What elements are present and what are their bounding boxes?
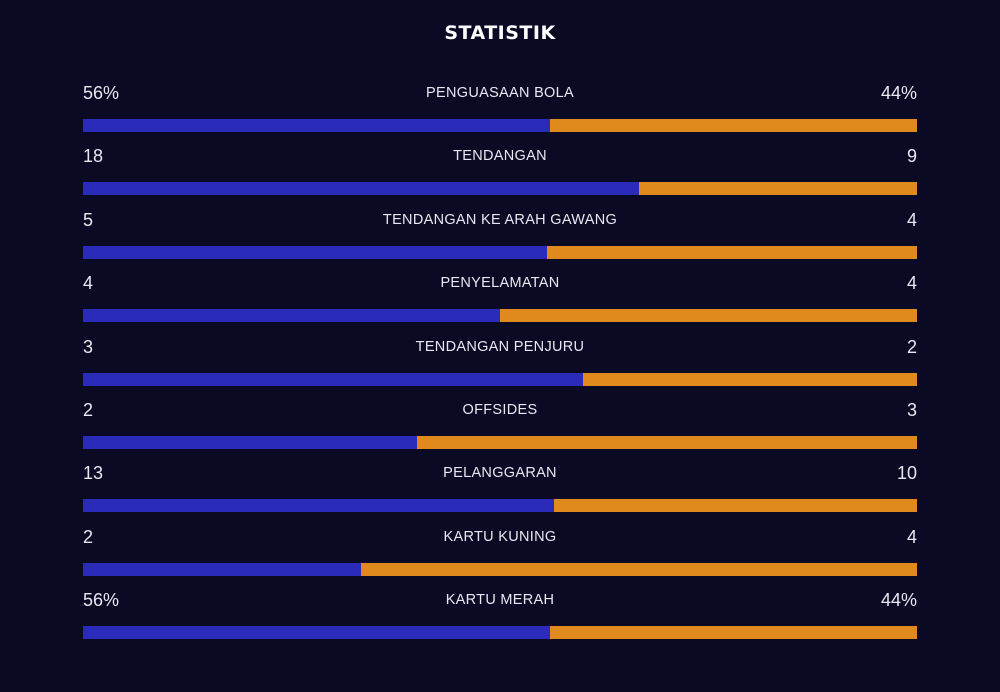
away-value: 9: [906, 146, 917, 167]
stat-label: TENDANGAN KE ARAH GAWANG: [382, 211, 618, 228]
away-bar: [360, 562, 917, 576]
away-value: 4: [906, 526, 917, 547]
home-bar: [83, 499, 555, 513]
stat-row-penyelamatan: 4 PENYELAMATAN 4: [83, 270, 917, 333]
stat-label: TENDANGAN PENJURU: [415, 338, 585, 355]
away-value: 4: [906, 209, 917, 230]
stat-header: 13 PELANGGARAN 10: [83, 460, 917, 486]
away-bar: [546, 245, 917, 259]
home-value: 18: [83, 146, 104, 167]
home-value: 4: [83, 273, 94, 294]
stat-header: 3 TENDANGAN PENJURU 2: [83, 334, 917, 360]
home-value: 56%: [83, 590, 120, 611]
home-bar: [83, 245, 547, 259]
away-value: 10: [896, 463, 917, 484]
stat-header: 2 OFFSIDES 3: [83, 397, 917, 423]
home-value: 5: [83, 209, 94, 230]
stat-header: 4 PENYELAMATAN 4: [83, 270, 917, 296]
home-value: 13: [83, 463, 104, 484]
away-bar: [639, 182, 917, 196]
home-value: 2: [83, 399, 94, 420]
stat-bar: [83, 435, 917, 449]
stat-bar: [83, 245, 917, 259]
stats-list: 56% PENGUASAAN BOLA 44% 18 TENDANGAN 9 5…: [83, 80, 917, 651]
away-bar: [554, 499, 917, 513]
away-value: 4: [906, 273, 917, 294]
home-bar: [83, 119, 551, 132]
home-bar: [83, 372, 584, 386]
stat-row-penguasaan-bola: 56% PENGUASAAN BOLA 44%: [83, 80, 917, 143]
stat-header: 56% KARTU MERAH 44%: [83, 587, 917, 613]
stat-row-offsides: 2 OFFSIDES 3: [83, 397, 917, 460]
away-value: 44%: [880, 590, 917, 611]
stat-bar: [83, 182, 917, 196]
home-bar: [83, 309, 500, 323]
stat-bar: [83, 562, 917, 576]
home-bar: [83, 626, 551, 640]
stat-label: PELANGGARAN: [443, 465, 557, 482]
stat-bar: [83, 499, 917, 513]
home-value: 56%: [83, 83, 120, 103]
home-bar: [83, 435, 417, 449]
stat-bar: [83, 372, 917, 386]
stat-row-kartu-kuning: 2 KARTU KUNING 4: [83, 524, 917, 587]
stat-row-tendangan-ke-arah-gawang: 5 TENDANGAN KE ARAH GAWANG 4: [83, 207, 917, 270]
away-bar: [583, 372, 917, 386]
stat-header: 56% PENGUASAAN BOLA 44%: [83, 80, 917, 106]
home-value: 3: [83, 336, 94, 357]
stat-label: PENYELAMATAN: [440, 275, 560, 292]
page-title: STATISTIK: [444, 22, 556, 44]
stat-header: 18 TENDANGAN 9: [83, 143, 917, 169]
stat-header: 2 KARTU KUNING 4: [83, 524, 917, 550]
stat-row-tendangan-penjuru: 3 TENDANGAN PENJURU 2: [83, 334, 917, 397]
stat-row-tendangan: 18 TENDANGAN 9: [83, 143, 917, 206]
stat-label: KARTU KUNING: [443, 528, 557, 545]
stat-bar: [83, 119, 917, 132]
away-bar: [500, 309, 917, 323]
home-bar: [83, 182, 640, 196]
away-bar: [550, 626, 917, 640]
away-bar: [416, 435, 917, 449]
stat-bar: [83, 309, 917, 323]
stat-label: KARTU MERAH: [445, 592, 555, 609]
stat-label: TENDANGAN: [453, 148, 547, 165]
away-bar: [550, 119, 917, 132]
stat-bar: [83, 626, 917, 640]
away-value: 44%: [880, 83, 917, 103]
away-value: 2: [906, 336, 917, 357]
stat-label: PENGUASAAN BOLA: [426, 85, 574, 101]
stat-row-kartu-merah: 56% KARTU MERAH 44%: [83, 587, 917, 650]
home-value: 2: [83, 526, 94, 547]
away-value: 3: [906, 399, 917, 420]
stat-row-pelanggaran: 13 PELANGGARAN 10: [83, 460, 917, 523]
home-bar: [83, 562, 361, 576]
stat-header: 5 TENDANGAN KE ARAH GAWANG 4: [83, 207, 917, 233]
stat-label: OFFSIDES: [462, 401, 538, 418]
